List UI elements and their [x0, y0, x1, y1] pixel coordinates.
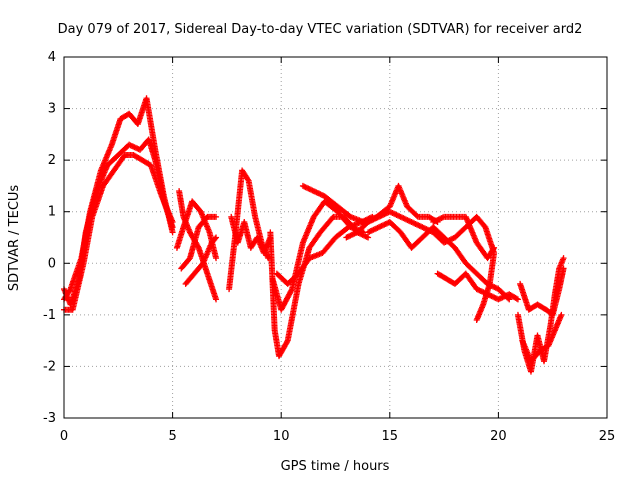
y-tick-label: -2: [43, 359, 56, 374]
series-track-13: [299, 182, 441, 226]
y-tick-label: 4: [48, 50, 56, 65]
data-point: [514, 296, 521, 303]
series-track-14: [343, 208, 498, 324]
x-tick-label: 5: [168, 429, 176, 444]
data-point: [212, 235, 219, 242]
data-point: [506, 296, 513, 303]
data-point: [213, 255, 220, 262]
data-point: [283, 338, 290, 345]
y-tick-label: 0: [48, 256, 56, 271]
data-point: [473, 317, 480, 324]
series-track-6: [178, 213, 220, 272]
x-axis-label: GPS time / hours: [281, 459, 390, 474]
data-point: [365, 234, 372, 241]
data-point: [169, 229, 176, 236]
x-tick-label: 15: [382, 429, 399, 444]
y-tick-label: -1: [43, 308, 56, 323]
y-axis-label: SDTVAR / TECUs: [7, 185, 22, 292]
x-tick-label: 25: [599, 429, 616, 444]
data-points: [61, 95, 567, 375]
data-point: [213, 213, 220, 220]
x-tick-label: 20: [490, 429, 507, 444]
series-track-19: [517, 265, 567, 318]
series-track-17: [434, 270, 521, 303]
y-tick-label: -3: [43, 411, 56, 426]
y-tick-label: 1: [48, 205, 56, 220]
y-tick-label: 3: [48, 102, 56, 117]
series-track-7: [182, 234, 220, 287]
chart-title: Day 079 of 2017, Sidereal Day-to-day VTE…: [58, 22, 583, 37]
data-point: [560, 255, 567, 262]
data-point: [491, 244, 498, 251]
series-track-16: [430, 213, 498, 262]
series-track-20: [519, 311, 565, 365]
y-tick-label: 2: [48, 153, 56, 168]
data-point: [213, 296, 220, 303]
x-tick-labels: 0 5 10 15 20 25: [60, 429, 615, 444]
x-tick-label: 10: [273, 429, 290, 444]
series-track-2: [61, 95, 176, 303]
data-point: [169, 219, 176, 226]
data-point: [558, 311, 565, 318]
series-track-3: [61, 151, 176, 313]
data-point: [244, 176, 251, 183]
data-point: [513, 295, 520, 302]
data-point: [490, 246, 497, 253]
data-point: [213, 234, 220, 241]
axis-ticks: [63, 56, 608, 419]
plot-frame: [63, 56, 608, 419]
data-point: [560, 265, 567, 272]
x-tick-label: 0: [60, 429, 68, 444]
y-tick-labels: -3 -2 -1 0 1 2 3 4: [43, 50, 56, 426]
series-track-9: [228, 213, 274, 256]
data-point: [66, 287, 73, 294]
